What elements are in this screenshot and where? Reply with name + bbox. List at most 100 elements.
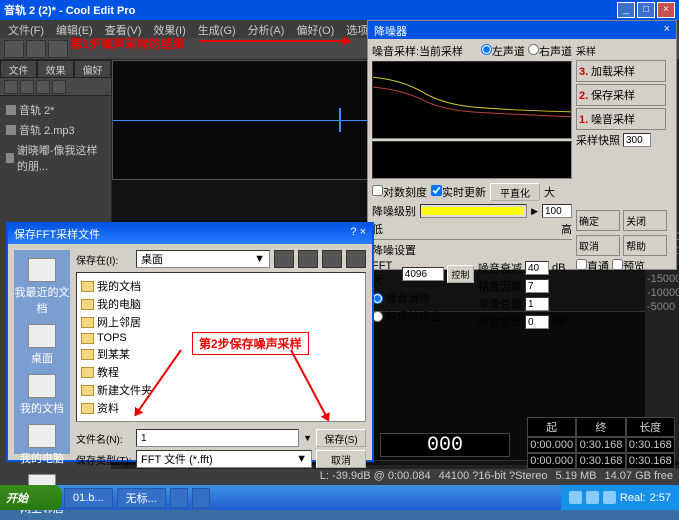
start-button[interactable]: 开始 (0, 485, 62, 510)
noise-close-icon[interactable]: × (664, 23, 670, 37)
filename-input[interactable] (136, 429, 299, 447)
file-list: 音轨 2* 音轨 2.mp3 谢晓嘟-像我这样的朋... (0, 96, 111, 180)
channel-left[interactable]: 左声道 (481, 46, 525, 58)
param-smooth[interactable] (525, 297, 549, 311)
ok-button[interactable]: 确定 (576, 210, 620, 231)
get-sample-button[interactable]: 1. 噪音采样 (576, 108, 666, 130)
folder-item[interactable]: 我的电脑 (81, 295, 361, 313)
stats-header: 终 (576, 417, 625, 437)
stats-panel: 起 终 长度 0:00.000 0:30.168 0:30.168 0:00.0… (527, 417, 675, 457)
close-button[interactable]: × (657, 2, 675, 18)
menu-effects[interactable]: 效果(I) (153, 22, 185, 36)
chk-realtime[interactable]: 实时更新 (431, 184, 486, 200)
load-sample-button[interactable]: 3. 加载采样 (576, 60, 666, 82)
close-button[interactable]: 关闭 (623, 210, 667, 231)
tray-icon[interactable] (603, 491, 616, 504)
folder-icon (81, 349, 94, 360)
menu-edit[interactable]: 编辑(E) (56, 22, 93, 36)
stats-cell: 0:30.168 (626, 437, 675, 453)
nav-recent[interactable]: 我最近的文档 (14, 254, 70, 320)
snapshot-input[interactable] (623, 133, 651, 147)
task-item[interactable]: 01.b... (64, 488, 113, 508)
file-item[interactable]: 谢晓嘟-像我这样的朋... (4, 140, 107, 176)
panel-btn[interactable] (52, 80, 66, 94)
status-size: 5.19 MB (556, 470, 597, 484)
menu-file[interactable]: 文件(F) (8, 22, 44, 36)
flatten-button[interactable]: 平直化 (490, 183, 540, 201)
time-display: 000 (380, 433, 510, 457)
help-button[interactable]: 帮助 (623, 235, 667, 256)
cancel-button[interactable]: 取消 (576, 235, 620, 256)
nav-computer[interactable]: 我的电脑 (14, 420, 70, 470)
tab-effects[interactable]: 效果 (37, 60, 74, 78)
folder-icon (81, 317, 94, 328)
save-sample-button[interactable]: 2. 保存采样 (576, 84, 666, 106)
fft-input[interactable] (402, 267, 444, 281)
file-item[interactable]: 音轨 2.mp3 (4, 120, 107, 140)
back-icon[interactable] (274, 250, 294, 268)
tab-fav[interactable]: 偏好 (74, 60, 111, 78)
save-titlebar[interactable]: 保存FFT采样文件 ? × (8, 224, 372, 244)
tool-btn[interactable] (48, 40, 68, 58)
folder-item[interactable]: 新建文件夹 (81, 381, 361, 399)
panel-btn[interactable] (36, 80, 50, 94)
nav-desktop[interactable]: 桌面 (14, 320, 70, 370)
menu-analyze[interactable]: 分析(A) (248, 22, 285, 36)
maximize-button[interactable]: □ (637, 2, 655, 18)
tray-icon[interactable] (569, 491, 582, 504)
location-combo[interactable]: 桌面▼ (136, 250, 270, 268)
tool-btn[interactable] (4, 40, 24, 58)
audio-icon (6, 105, 16, 115)
save-help-icon[interactable]: ? × (350, 226, 366, 242)
tab-files[interactable]: 文件 (0, 60, 37, 78)
chk-preview[interactable]: 预览 (612, 262, 645, 272)
panel-toolbar (0, 78, 111, 96)
noise-preview-graph[interactable] (372, 141, 572, 179)
tray-icon[interactable] (586, 491, 599, 504)
up-icon[interactable] (298, 250, 318, 268)
save-button[interactable]: 保存(S) (316, 429, 366, 447)
folder-item[interactable]: 教程 (81, 363, 361, 381)
control-button[interactable]: 控制 (447, 265, 474, 283)
system-tray[interactable]: Real: 2:57 (561, 485, 679, 510)
newfolder-icon[interactable] (322, 250, 342, 268)
channel-right[interactable]: 右声道 (528, 46, 572, 58)
noise-profile-graph[interactable] (372, 61, 572, 139)
level-high: 高 (561, 221, 572, 237)
cancel-save-button[interactable]: 取消 (316, 450, 366, 468)
save-dialog: 保存FFT采样文件 ? × 我最近的文档 桌面 我的文档 我的电脑 网上邻居 保… (6, 222, 374, 462)
radio-remove[interactable]: 噪音消除 (372, 290, 474, 306)
noise-reduction-panel: 降噪器 × 噪音采样:当前采样 左声道 右声道 对数刻度 (367, 20, 677, 270)
stats-header: 起 (527, 417, 576, 437)
level-value[interactable] (542, 204, 572, 218)
menu-generate[interactable]: 生成(G) (198, 22, 236, 36)
panel-btn[interactable] (4, 80, 18, 94)
sample-label: 噪音采样:当前采样 (372, 43, 463, 59)
chk-log[interactable]: 对数刻度 (372, 184, 427, 200)
minimize-button[interactable]: _ (617, 2, 635, 18)
filename-label: 文件名(N): (76, 431, 132, 446)
param-width[interactable] (525, 315, 549, 329)
folder-icon (81, 333, 94, 344)
param-precision[interactable] (525, 279, 549, 293)
tray-clock: 2:57 (650, 492, 671, 504)
task-item[interactable] (170, 488, 188, 508)
file-item[interactable]: 音轨 2* (4, 100, 107, 120)
task-item[interactable]: 无标... (117, 488, 166, 508)
radio-keep[interactable]: 仅保持噪音 (372, 308, 474, 324)
chk-bypass[interactable]: 直通 (576, 262, 609, 272)
param-atten[interactable] (525, 261, 549, 275)
view-icon[interactable] (346, 250, 366, 268)
main-titlebar[interactable]: 音轨 2 (2)* - Cool Edit Pro _ □ × (0, 0, 679, 20)
menu-view[interactable]: 查看(V) (105, 22, 142, 36)
filetype-combo[interactable]: FFT 文件 (*.fft)▼ (136, 450, 312, 468)
panel-btn[interactable] (20, 80, 34, 94)
folder-item[interactable]: 网上邻居 (81, 313, 361, 331)
menu-fav[interactable]: 偏好(O) (296, 22, 334, 36)
nav-documents[interactable]: 我的文档 (14, 370, 70, 420)
noise-titlebar[interactable]: 降噪器 × (368, 21, 676, 39)
level-slider[interactable] (420, 204, 527, 218)
folder-item[interactable]: 我的文档 (81, 277, 361, 295)
task-item[interactable] (192, 488, 210, 508)
tool-btn[interactable] (26, 40, 46, 58)
